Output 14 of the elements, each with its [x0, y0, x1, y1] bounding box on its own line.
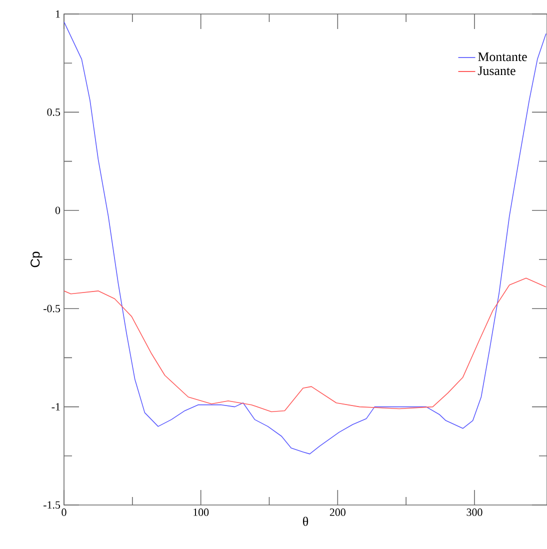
y-tick-label: -1: [52, 403, 60, 410]
y-tick-label: -0.5: [44, 304, 60, 312]
y-tick-label: 0.5: [47, 108, 60, 116]
y-tick-label: -1.5: [44, 501, 60, 509]
x-tick-label: 100: [194, 508, 209, 516]
legend-label: Montante: [478, 52, 527, 62]
legend-label: Jusante: [478, 66, 516, 76]
y-tick-label: 0: [55, 206, 60, 214]
y-axis-title: Cp: [30, 252, 42, 268]
x-tick-label: 200: [330, 508, 346, 516]
x-tick-label: 0: [62, 508, 66, 516]
y-tick-label: 1: [56, 10, 60, 18]
x-tick-label: 300: [466, 508, 482, 516]
x-axis-title: θ: [303, 516, 308, 526]
